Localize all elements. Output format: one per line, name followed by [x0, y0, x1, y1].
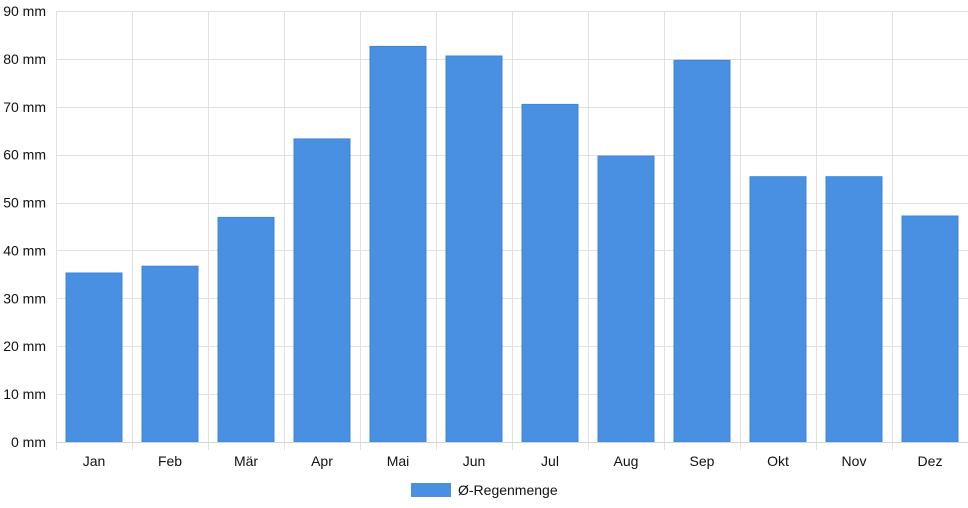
- x-tick-label: Okt: [767, 453, 789, 469]
- y-tick-label: 70 mm: [3, 99, 46, 115]
- y-tick-label: 60 mm: [3, 147, 46, 163]
- bar-mai: [369, 45, 427, 443]
- x-tick-label: Aug: [614, 453, 639, 469]
- y-tick-label: 80 mm: [3, 51, 46, 67]
- y-tick-label: 0 mm: [11, 434, 46, 450]
- y-tick-label: 20 mm: [3, 338, 46, 354]
- y-tick-label: 90 mm: [3, 3, 46, 19]
- y-tick-label: 10 mm: [3, 386, 46, 402]
- y-tick-label: 40 mm: [3, 242, 46, 258]
- x-tick-label: Jan: [83, 453, 106, 469]
- y-tick-label: 50 mm: [3, 195, 46, 211]
- bar-sep: [673, 59, 731, 443]
- bar-okt: [749, 176, 807, 443]
- y-axis: 0 mm 10 mm 20 mm 30 mm 40 mm 50 mm 60 mm 70 mm 8…: [3, 3, 46, 450]
- legend-label: Ø-Regenmenge: [458, 482, 558, 498]
- bar-jun: [445, 55, 503, 443]
- bar-apr: [293, 138, 351, 443]
- x-tick-label: Apr: [311, 453, 333, 469]
- bar-dez: [901, 215, 959, 443]
- grid-lines: [56, 11, 968, 450]
- bar-jan: [65, 272, 123, 443]
- x-tick-label: Nov: [842, 453, 867, 469]
- x-tick-label: Jul: [541, 453, 559, 469]
- bar-aug: [597, 155, 655, 443]
- legend: Ø-Regenmenge: [411, 482, 558, 498]
- bar-mär: [217, 216, 275, 443]
- y-tick-label: 30 mm: [3, 290, 46, 306]
- bar-nov: [825, 176, 883, 443]
- x-tick-label: Mai: [387, 453, 410, 469]
- x-tick-label: Dez: [918, 453, 943, 469]
- bar-jul: [521, 103, 579, 443]
- x-tick-label: Feb: [158, 453, 182, 469]
- bar-feb: [141, 265, 199, 443]
- x-tick-label: Mär: [234, 453, 258, 469]
- x-tick-label: Jun: [463, 453, 486, 469]
- x-axis: Jan Feb Mär Apr Mai Jun Jul Aug Sep Okt Nov Dez: [83, 453, 943, 469]
- legend-swatch: [411, 483, 451, 497]
- x-tick-label: Sep: [690, 453, 715, 469]
- bars: [65, 45, 959, 443]
